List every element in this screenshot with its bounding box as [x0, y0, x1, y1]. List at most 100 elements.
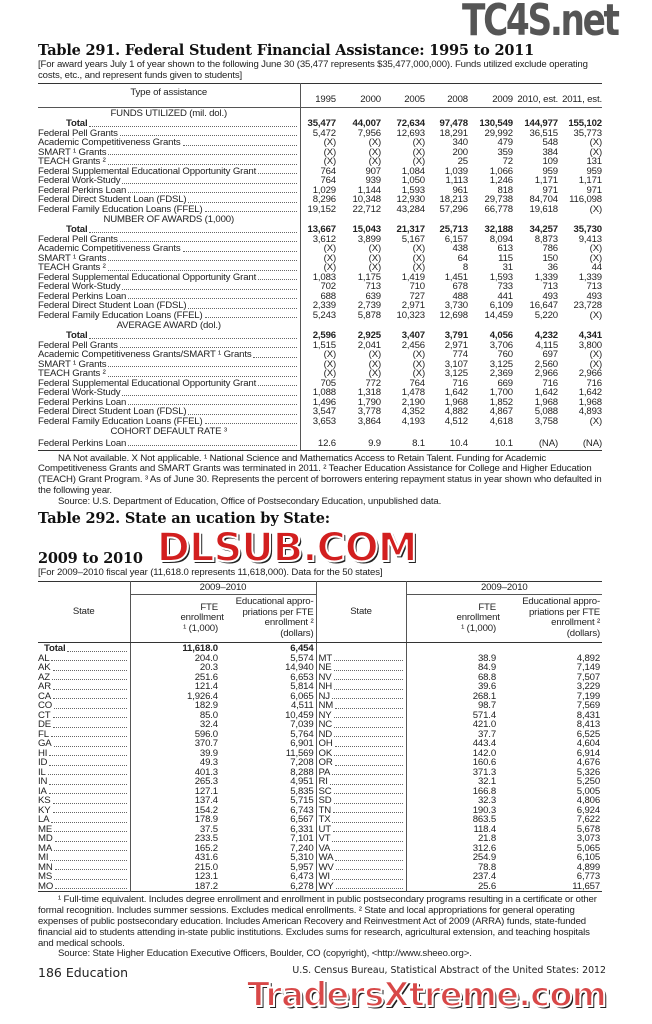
appr-value: 4,806	[576, 795, 601, 807]
table-row: KY 154.2 6,743 TN 190.3 6,924	[38, 806, 602, 816]
table-292: State 2009–2010 State 2009–2010 FTE enro…	[38, 581, 606, 893]
cell-value: 1,171	[534, 175, 558, 186]
cell-value: 19,152	[307, 203, 337, 215]
state-label: VA	[315, 843, 407, 854]
cell-value: 1,246	[489, 175, 513, 186]
table-row: ID 49.3 7,208 OR 160.6 4,676	[38, 758, 602, 768]
fte-value: 32.4	[199, 719, 218, 731]
cell-value: 4,512	[444, 415, 468, 427]
row-label: TEACH Grants ²	[38, 369, 301, 379]
table-row: Federal Family Education Loans (FFEL) 5,2…	[38, 309, 602, 321]
appr-value: 5,835	[290, 785, 314, 797]
fte-value: 154.2	[194, 804, 218, 816]
cell-value: (X)	[412, 349, 425, 360]
state-label: ME	[38, 824, 131, 835]
table-row-total: Total 11,618.0 6,454	[38, 642, 602, 654]
state-label: OH	[315, 739, 407, 749]
section-heading-row: FUNDS UTILIZED (mil. dol.)	[38, 107, 602, 119]
appr-value: 7,240	[290, 842, 314, 854]
cell-value: 488	[452, 290, 468, 302]
cell-value: 1,175	[357, 271, 381, 283]
cell-value: 19,618	[529, 203, 559, 215]
state-label: NV	[315, 672, 407, 683]
cell-value: 5,088	[534, 406, 558, 417]
table-row: Federal Perkins Loan 1,496 1,790 2,190 1,968…	[38, 396, 602, 408]
cell-value: 710	[409, 281, 425, 292]
cell-value: 2,925	[357, 330, 381, 341]
cell-value: 35,773	[573, 127, 603, 139]
table-291-subtitle: [For award years July 1 of year shown to…	[38, 59, 588, 81]
cell-value: 4,867	[489, 406, 513, 417]
appr-value: 4,892	[576, 652, 601, 664]
cell-value: 2,966	[534, 368, 558, 379]
cell-value: (X)	[589, 243, 602, 254]
cell-value: 1,968	[534, 396, 558, 408]
appr-header-left: Educational appro- priations per FTE enr…	[235, 596, 314, 639]
cell-value: 1,339	[534, 271, 558, 283]
table-291-source: Source: U.S. Department of Education, Of…	[58, 495, 442, 507]
cell-value: 12,698	[439, 309, 469, 321]
cell-value: 1,496	[312, 396, 336, 408]
cell-value: 4,618	[489, 415, 513, 427]
cell-value: 9,413	[578, 233, 602, 245]
cell-value: 66,778	[484, 203, 514, 215]
cell-value: 18,213	[439, 194, 469, 205]
cell-value: 4,882	[444, 406, 468, 417]
cell-value: 1,515	[312, 339, 336, 351]
cell-value: (X)	[412, 137, 425, 148]
state-label: KY	[38, 805, 131, 816]
section-heading: COHORT DEFAULT RATE ³	[38, 426, 301, 437]
state-label: NH	[315, 682, 407, 692]
census-credit: U.S. Census Bureau, Statistical Abstract…	[292, 965, 606, 977]
cell-value: 340	[452, 137, 468, 148]
cell-value: 44,007	[352, 118, 382, 129]
state-label: IA	[38, 786, 131, 797]
fte-value: 265.3	[194, 776, 218, 788]
appr-value: 6,924	[576, 804, 601, 816]
column-header-2: 2005	[404, 94, 425, 105]
cell-value: 2,190	[401, 396, 425, 408]
fte-value: 443.4	[472, 738, 497, 750]
cell-value: 3,899	[357, 233, 381, 245]
cell-value: 688	[320, 290, 336, 302]
cell-value: 97,478	[439, 118, 469, 129]
cell-value: 1,029	[312, 184, 336, 196]
table-291-title: Table 291. Federal Student Financial Ass…	[38, 42, 535, 59]
cell-value: 3,125	[444, 368, 468, 379]
state-label: NE	[315, 663, 407, 673]
fte-value: 68.8	[477, 671, 497, 683]
fte-value: 251.6	[194, 671, 218, 683]
table-292-title-start: Table 292. State an	[38, 510, 191, 528]
row-label: Federal Supplemental Educational Opportu…	[38, 272, 301, 282]
state-label: MN	[38, 862, 131, 873]
fte-value: 431.6	[194, 852, 218, 864]
table-row: Federal Direct Student Loan (FDSL) 3,547 3…	[38, 407, 602, 417]
cell-value: (X)	[323, 146, 336, 158]
cell-value: 2,339	[312, 300, 336, 311]
appr-value: 4,604	[576, 738, 601, 750]
cell-value: 3,758	[534, 415, 558, 427]
column-header-1: 2000	[360, 94, 381, 105]
cell-value: (X)	[589, 137, 602, 148]
cell-value: (X)	[368, 262, 381, 273]
state-label: AK	[38, 663, 131, 673]
table-row: Federal Perkins Loan 1,029 1,144 1,593 961 81…	[38, 184, 602, 196]
fte-value: 32.3	[477, 795, 497, 807]
fte-value: 215.0	[194, 861, 218, 873]
cell-value: 10.1	[494, 437, 513, 449]
appr-value: 6,473	[290, 871, 314, 883]
period-header-left: 2009–2010	[130, 581, 317, 595]
table-row: LA 178.9 6,567 TX 863.5 7,622	[38, 815, 602, 825]
cell-value: 705	[320, 377, 336, 389]
row-label: Federal Direct Student Loan (FDSL)	[38, 301, 301, 311]
fte-value: 142.0	[472, 747, 497, 759]
cell-value: 8,296	[312, 194, 336, 205]
table-row: Academic Competitiveness Grants (X) (X) (X)…	[38, 138, 602, 148]
row-label: Academic Competitiveness Grants	[38, 244, 301, 254]
cell-value: 971	[542, 184, 558, 196]
section-heading: AVERAGE AWARD (dol.)	[38, 320, 301, 331]
cell-value: 25,713	[439, 224, 469, 235]
table-row: MD 233.5 7,101 VT 21.8 3,073	[38, 834, 602, 844]
cell-value: 14,459	[484, 309, 514, 321]
appr-value: 6,901	[290, 738, 314, 750]
